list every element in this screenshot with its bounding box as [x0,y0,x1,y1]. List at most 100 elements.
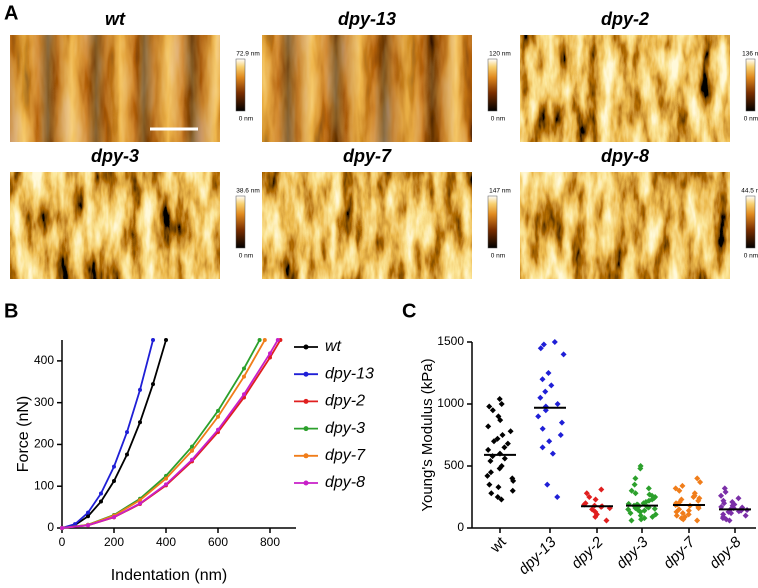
data-point [545,370,552,376]
point [138,420,142,425]
point [164,476,168,481]
y-tick-label: 300 [34,395,54,409]
afm-texture [262,35,472,142]
data-point [589,506,596,513]
afm-image [520,172,730,279]
data-point [484,472,491,479]
point [99,491,103,496]
data-point [554,401,561,407]
panel-label: B [4,300,18,322]
point [138,387,142,392]
point [151,382,155,387]
data-point [695,497,702,504]
image-title: dpy-7 [343,146,392,166]
legend-label: dpy-3 [325,420,365,437]
data-point [498,496,505,503]
data-point [676,506,683,513]
data-point [637,512,644,519]
y-tick-label: 1000 [437,396,464,410]
colorbar [745,195,756,249]
y-tick-label: 100 [34,478,54,492]
data-point [539,444,546,451]
colorbar-max: 44.5 nm [741,188,758,195]
data-point [497,417,504,424]
x-tick-label: 400 [156,535,176,549]
data-point [558,419,565,426]
point [112,515,116,520]
colorbar-max: 136 nm [742,51,758,58]
legend-marker [303,480,309,486]
afm-image [262,172,472,279]
data-point [544,481,551,488]
x-tick-label: 800 [260,535,280,549]
image-title: dpy-13 [338,9,396,29]
data-point [494,435,501,442]
data-point [676,487,683,494]
legend-marker [303,426,309,432]
y-tick-label: 500 [444,458,464,472]
x-tick-label: 600 [208,535,228,549]
x-tick-label: dpy-13 [515,533,560,578]
point [86,514,90,519]
data-point [742,512,749,519]
data-point [539,376,546,383]
point [242,374,246,379]
point [190,448,194,453]
data-point [487,469,494,476]
point [262,338,267,342]
data-point [496,465,503,472]
y-tick-label: 0 [457,520,464,534]
data-point [510,477,517,484]
legend-label: wt [325,338,342,355]
data-point [718,492,725,499]
data-point [495,484,502,491]
point [216,408,220,413]
data-point [489,407,496,414]
point [216,427,220,432]
data-point [673,512,680,519]
colorbar [235,195,246,249]
point [112,464,116,469]
point [60,526,64,530]
data-point [673,508,680,515]
data-point [721,500,728,507]
point [242,392,246,397]
legend-marker [303,453,309,459]
y-tick-label: 400 [34,353,54,367]
point [112,479,116,483]
data-point [583,490,590,497]
point [73,522,77,527]
data-point [487,458,494,465]
data-point [628,487,635,494]
legend-label: dpy-13 [325,365,374,382]
data-point [490,438,497,445]
data-point [498,401,505,407]
data-point [507,428,514,435]
data-point [504,440,511,447]
colorbar-min: 0 nm [239,253,253,260]
data-point [690,494,697,500]
data-point [697,479,704,486]
data-point [632,490,639,497]
data-point [546,438,553,445]
series-line [62,340,167,529]
data-point [680,516,687,523]
series-line [62,340,154,529]
data-point [637,508,644,515]
data-point [551,339,558,345]
series-line [62,340,261,529]
point [86,510,90,515]
data-point [628,517,635,524]
x-tick-label: 0 [59,535,66,549]
data-point [509,487,516,494]
data-point [598,486,605,493]
data-point [632,475,639,482]
point [164,338,168,342]
x-tick-label: dpy-2 [568,533,607,572]
data-point [501,444,508,451]
point [242,366,246,371]
colorbar-min: 0 nm [744,116,758,123]
y-axis-label: Force (nN) [15,396,32,472]
x-tick-label: dpy-3 [613,533,652,572]
data-point [488,490,495,497]
